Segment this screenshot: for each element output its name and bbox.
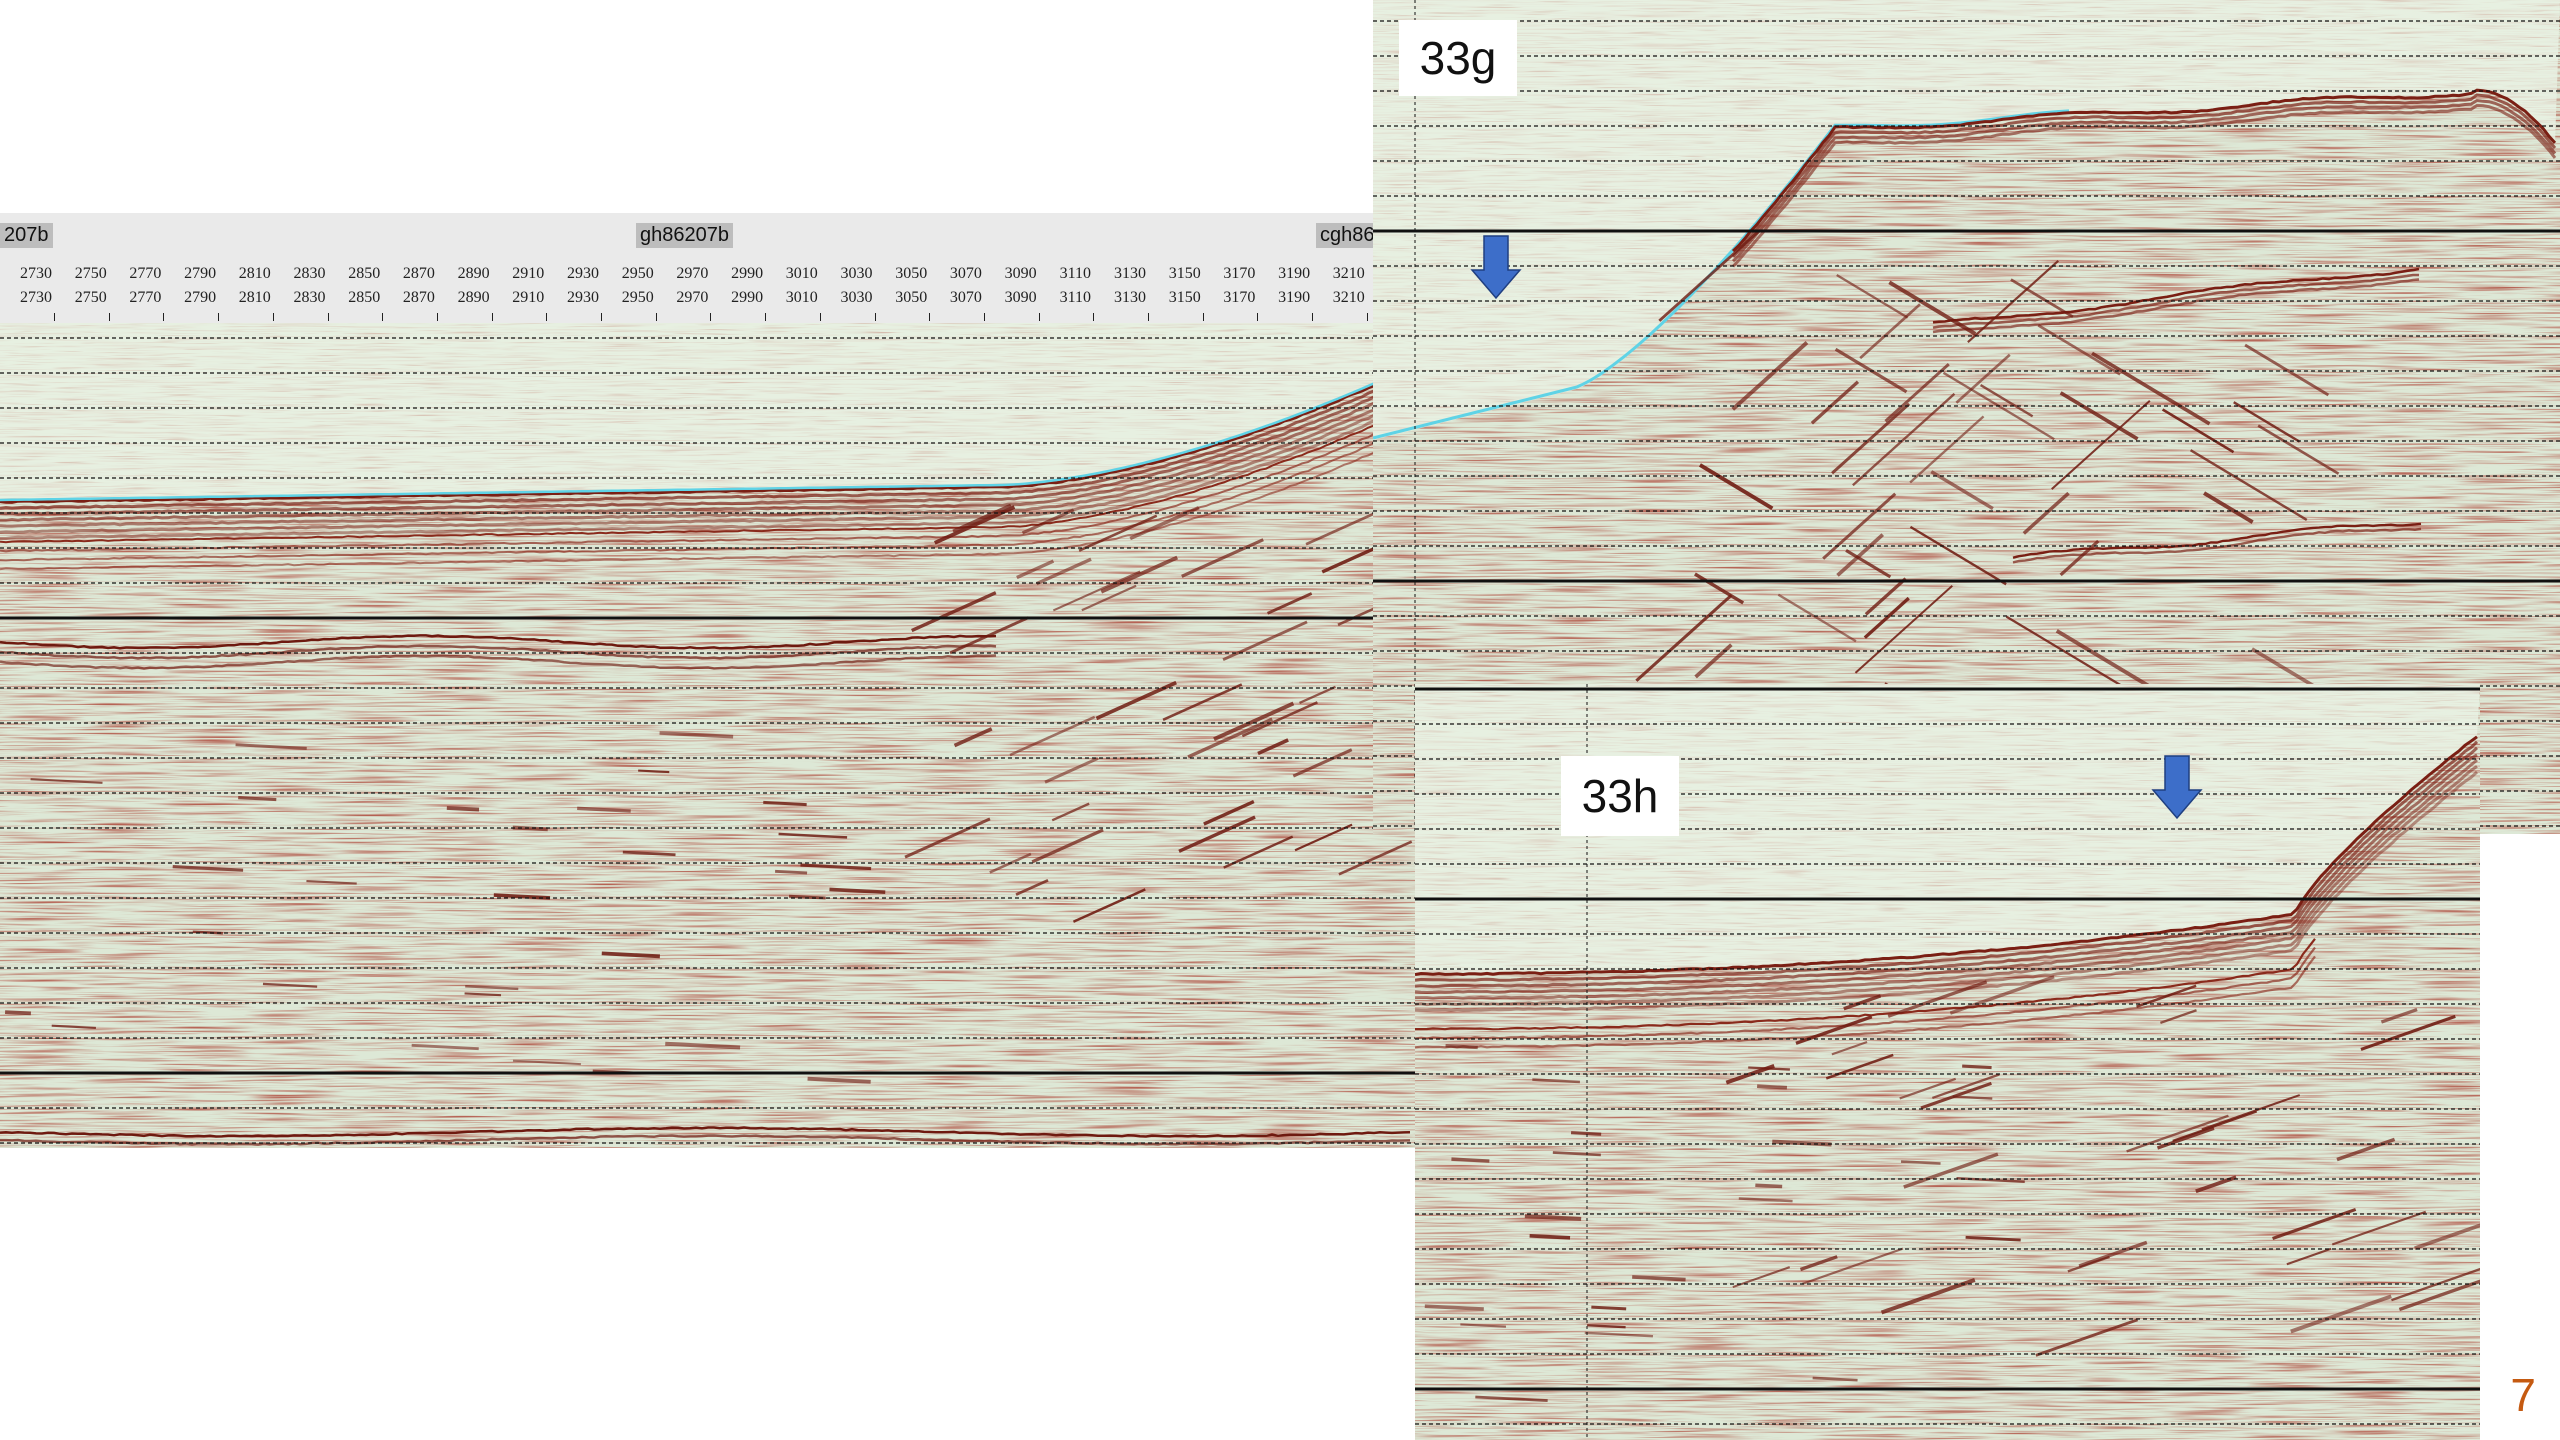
seismic-image-left (0, 322, 1415, 1148)
tick-label: 2910 (512, 289, 545, 306)
tick-mark (546, 313, 548, 321)
tick-label: 2950 (621, 265, 654, 282)
tick-mark (1312, 313, 1314, 321)
tick-label: 2870 (402, 289, 435, 306)
tick-label: 2990 (731, 289, 764, 306)
tick-label: 3130 (1114, 265, 1146, 282)
tick-mark (874, 313, 876, 321)
trace-number-ruler: 207b gh86207b cgh86223b 2730 2730 2750 2750… (0, 213, 1415, 323)
tick-label: 2750 (74, 265, 107, 282)
tick-mark (1038, 313, 1040, 321)
tick-label: 3090 (1004, 289, 1037, 306)
tick-label: 3010 (785, 265, 818, 282)
tick-mark (819, 313, 821, 321)
tick-mark (436, 313, 438, 321)
tick-label: 3210 (1332, 289, 1365, 306)
tick-label: 2830 (293, 265, 326, 282)
seismic-section-left (0, 322, 1415, 1148)
tick-mark (54, 313, 55, 321)
tick-label: 2730 (20, 289, 52, 306)
tick-label: 2810 (238, 265, 271, 282)
tick-label: 2890 (457, 289, 490, 306)
tick-mark (601, 313, 602, 321)
panel-label-33g: 33g (1399, 20, 1517, 96)
tick-label: 2790 (184, 265, 217, 282)
tick-label: 3110 (1059, 289, 1091, 306)
tick-label: 2750 (74, 289, 107, 306)
tick-label: 3090 (1004, 265, 1037, 282)
tick-label: 3150 (1168, 265, 1201, 282)
seismic-section-33h: 33h (1415, 684, 2480, 1440)
tick-label: 2990 (731, 265, 764, 282)
tick-label: 3190 (1278, 289, 1311, 306)
tick-mark (1366, 313, 1368, 321)
tick-label: 2950 (621, 289, 654, 306)
tick-label: 3050 (895, 265, 928, 282)
tick-mark (983, 313, 985, 321)
tick-label: 3190 (1278, 265, 1311, 282)
tick-label: 3170 (1223, 289, 1256, 306)
down-arrow-icon (1470, 235, 1522, 300)
tick-mark (1093, 313, 1095, 321)
panel-label-33h: 33h (1561, 756, 1679, 836)
tick-mark (272, 313, 274, 321)
tick-mark (491, 313, 493, 321)
tick-label: 2970 (676, 265, 709, 282)
tick-mark (382, 313, 384, 321)
tick-label: 2850 (348, 265, 381, 282)
down-arrow-icon (2151, 755, 2203, 820)
tick-label: 2910 (512, 265, 545, 282)
tick-label: 3130 (1114, 289, 1146, 306)
tick-mark (929, 313, 931, 321)
tick-mark (1148, 313, 1149, 321)
tick-label: 3150 (1168, 289, 1201, 306)
tick-mark (1257, 313, 1259, 321)
tick-label: 2890 (457, 265, 490, 282)
tick-mark (163, 313, 165, 321)
tick-label: 2930 (567, 289, 599, 306)
tick-label: 3170 (1223, 265, 1256, 282)
tick-mark (710, 313, 712, 321)
tick-mark (655, 313, 657, 321)
tick-label: 3050 (895, 289, 928, 306)
tick-label: 3030 (840, 265, 873, 282)
tick-mark (765, 313, 767, 321)
tick-label: 3110 (1059, 265, 1091, 282)
tick-label: 2970 (676, 289, 709, 306)
track-label-2: gh86207b (636, 223, 733, 248)
tick-label: 2730 (20, 265, 52, 282)
page-number: 7 (2510, 1369, 2536, 1421)
tick-label: 3030 (840, 289, 873, 306)
tick-label: 2770 (129, 265, 162, 282)
track-label-1: 207b (0, 223, 53, 248)
tick-label: 3070 (949, 289, 982, 306)
tick-mark (108, 313, 110, 321)
tick-label: 2930 (567, 265, 599, 282)
tick-label: 2770 (129, 289, 162, 306)
tick-mark (1202, 313, 1204, 321)
tick-label: 2870 (402, 265, 435, 282)
tick-mark (218, 313, 220, 321)
tick-label: 2810 (238, 289, 271, 306)
tick-label: 2850 (348, 289, 381, 306)
tick-label: 2790 (184, 289, 217, 306)
tick-label: 2830 (293, 289, 326, 306)
tick-mark (327, 313, 329, 321)
tick-label: 3010 (785, 289, 818, 306)
tick-label: 3210 (1332, 265, 1365, 282)
tick-label: 3070 (949, 265, 982, 282)
